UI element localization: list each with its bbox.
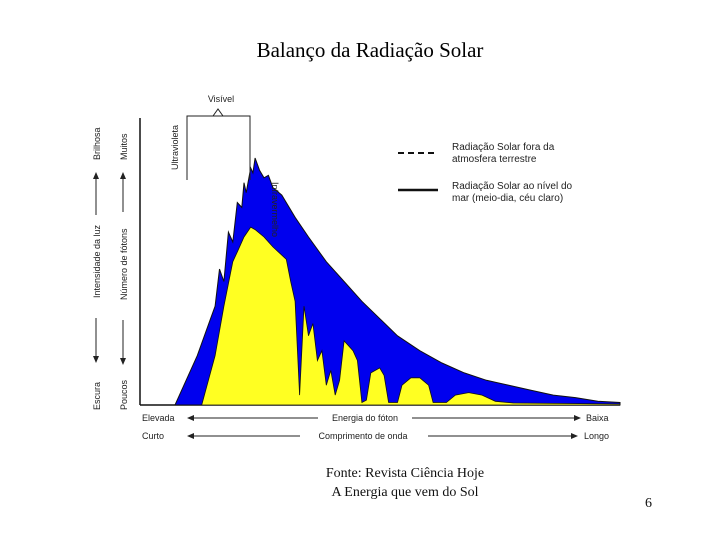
page-title: Balanço da Radiação Solar (256, 38, 484, 62)
wavelength-axis-right: Longo (584, 431, 609, 441)
source-line-1: Fonte: Revista Ciência Hoje (325, 466, 485, 481)
source-caption: Fonte: Revista Ciência Hoje A Energia qu… (290, 464, 520, 502)
left-axis-inner-high: Muitos (119, 133, 129, 160)
legend-label-outside-line1: Radiação Solar fora da (452, 142, 555, 153)
page-number: 6 (645, 496, 652, 511)
left-axis-inner-up-arrowhead (120, 172, 126, 179)
left-axis-outer-low: Escura (92, 382, 102, 410)
left-axis-inner-down-arrowhead (120, 358, 126, 365)
source-line-2: A Energia que vem do Sol (331, 485, 479, 500)
energy-axis-right-arrowhead (574, 415, 581, 421)
left-axis-outer-down-arrowhead (93, 356, 99, 363)
infrared-label: Infravermelho (270, 182, 280, 237)
wavelength-axis-left: Curto (142, 431, 164, 441)
legend-label-outside-line2: atmosfera terrestre (452, 154, 537, 165)
energy-axis-right: Baixa (586, 413, 609, 423)
wavelength-axis-left-arrowhead (187, 433, 194, 439)
visible-region-bracket-tip (212, 108, 224, 117)
visible-region-bracket (186, 115, 251, 122)
legend-label-sealevel-line1: Radiação Solar ao nível do (452, 181, 573, 192)
legend-label-sealevel-line2: mar (meio-dia, céu claro) (452, 193, 563, 204)
left-axis-inner-label: Número de fótons (119, 228, 129, 300)
left-axis-outer-up-arrowhead (93, 172, 99, 179)
visible-region-label: Visível (208, 94, 234, 104)
series-sea-level-area (201, 226, 621, 406)
energy-axis-left: Elevada (142, 413, 175, 423)
left-axis-outer-label: Intensidade da luz (92, 224, 102, 298)
left-axis-inner-low: Poucos (119, 379, 129, 410)
left-axis-outer-high: Brilhosa (92, 127, 102, 160)
energy-axis-left-arrowhead (187, 415, 194, 421)
wavelength-axis-right-arrowhead (571, 433, 578, 439)
wavelength-axis-label: Comprimento de onda (318, 431, 407, 441)
ultraviolet-label: Ultravioleta (170, 125, 180, 170)
energy-axis-label: Energia do fóton (332, 413, 398, 423)
